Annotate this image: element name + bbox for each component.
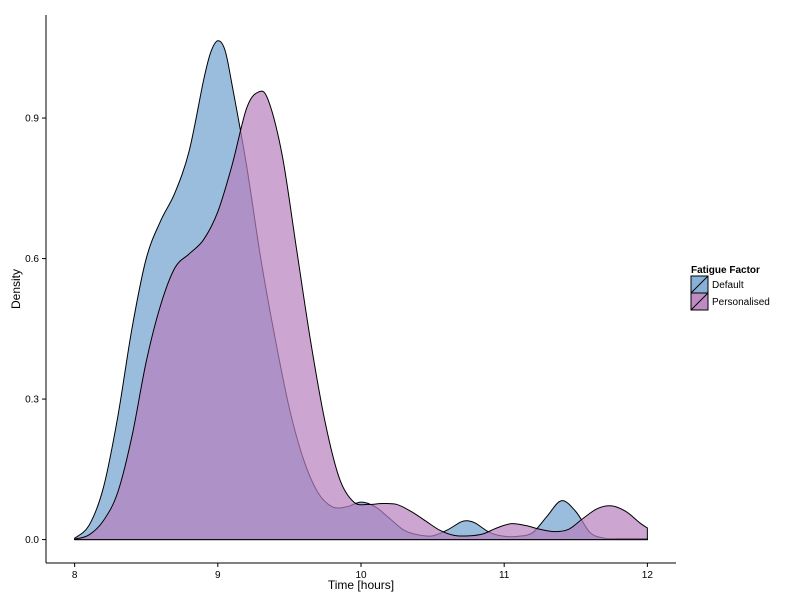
areas-layer xyxy=(74,40,648,541)
x-tick-label: 9 xyxy=(215,570,221,581)
legend-label-personalised: Personalised xyxy=(712,297,770,308)
y-tick-label: 0.6 xyxy=(25,254,39,265)
legend-label-default: Default xyxy=(712,280,744,291)
area-personalised xyxy=(74,90,648,541)
legend-key-slash xyxy=(690,275,709,294)
y-tick-label: 0.0 xyxy=(25,535,39,546)
y-ticks: 0.0 0.3 0.6 0.9 xyxy=(25,114,46,546)
legend-title: Fatigue Factor xyxy=(691,265,760,276)
y-tick-label: 0.9 xyxy=(25,114,39,125)
x-ticks: 8 9 10 11 12 xyxy=(72,563,654,581)
legend-key-slash xyxy=(690,292,709,311)
y-tick-label: 0.3 xyxy=(25,395,39,406)
x-tick-label: 8 xyxy=(72,570,78,581)
x-axis-title: Time [hours] xyxy=(328,578,394,592)
x-tick-label: 11 xyxy=(499,570,510,581)
x-tick-label: 12 xyxy=(642,570,654,581)
legend: Fatigue Factor Default Personalised xyxy=(690,265,770,311)
y-axis-title: Density xyxy=(9,269,23,309)
x-tick-label: 10 xyxy=(355,570,367,581)
